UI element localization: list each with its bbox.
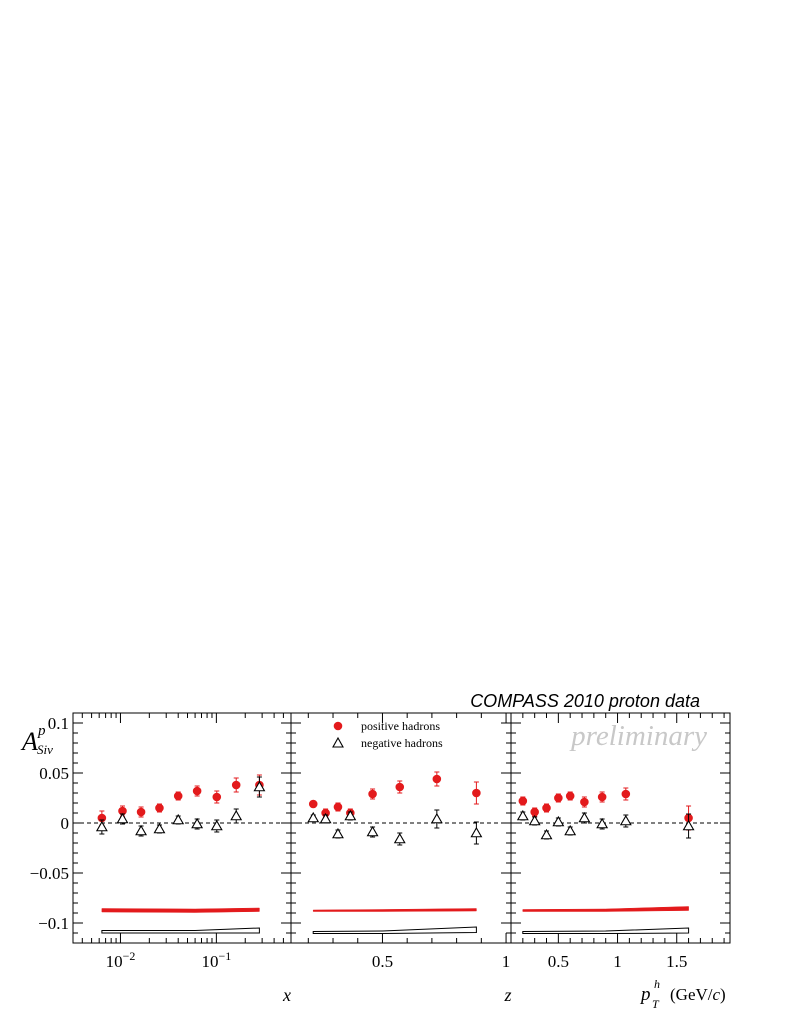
data-point-negative bbox=[596, 817, 609, 829]
systematic-band-positive bbox=[101, 907, 260, 913]
systematic-band-positive bbox=[312, 908, 477, 912]
x-tick-label: 0.5 bbox=[372, 952, 393, 971]
data-point-negative bbox=[393, 832, 406, 844]
data-point-negative bbox=[578, 811, 591, 823]
data-point-negative bbox=[116, 812, 129, 824]
data-point-negative bbox=[253, 780, 266, 792]
y-tick-label: 0 bbox=[61, 814, 70, 833]
data-point-negative bbox=[564, 824, 577, 836]
data-point-negative bbox=[516, 809, 529, 821]
y-tick-label: −0.1 bbox=[38, 914, 69, 933]
preliminary-watermark: preliminary bbox=[569, 720, 707, 752]
y-axis-label-sub: Siv bbox=[37, 742, 53, 757]
data-point-positive bbox=[333, 802, 343, 812]
data-point-positive bbox=[136, 807, 146, 817]
legend-marker-negative bbox=[332, 736, 344, 748]
panel-frame bbox=[510, 712, 731, 944]
panel-x: 0.1 0.05 0 −0.05 −0.1 10−2 10−1 x bbox=[30, 712, 292, 1005]
y-tick-label: 0.1 bbox=[48, 714, 69, 733]
data-point-positive bbox=[518, 796, 528, 806]
x-axis-label: p hT (GeV/c) bbox=[639, 977, 726, 1011]
x-axis-label-p: p bbox=[639, 984, 651, 1005]
data-point-positive bbox=[192, 786, 202, 796]
x-axis-label-unit: (GeV/c) bbox=[670, 985, 726, 1004]
data-point-negative bbox=[307, 811, 320, 823]
x-tick-label: 10−1 bbox=[201, 949, 231, 971]
legend-label: positive hadrons bbox=[361, 719, 440, 733]
systematic-band-negative bbox=[522, 927, 690, 934]
x-axis-label: x bbox=[282, 985, 291, 1005]
data-point-positive bbox=[118, 806, 127, 816]
x-axis-label-sup: h bbox=[654, 977, 660, 991]
panel-pt: 0.5 1 1.5 p hT (GeV/c) preliminary bbox=[510, 712, 731, 1011]
data-point-negative bbox=[153, 822, 166, 834]
data-point-negative bbox=[430, 812, 443, 824]
data-point-negative bbox=[210, 819, 223, 831]
legend-label: negative hadrons bbox=[361, 736, 443, 750]
y-tick-label: −0.05 bbox=[30, 864, 69, 883]
panels-group: 0.1 0.05 0 −0.05 −0.1 10−2 10−1 x 0.5 1 z positive … bbox=[30, 712, 731, 1011]
data-point-negative bbox=[344, 809, 357, 821]
data-point-positive bbox=[580, 797, 589, 807]
data-point-negative bbox=[135, 824, 148, 836]
x-tick-label: 1 bbox=[613, 952, 622, 971]
data-point-positive bbox=[542, 803, 551, 813]
data-point-negative bbox=[172, 813, 185, 825]
legend-marker-positive bbox=[333, 721, 343, 731]
data-point-positive bbox=[530, 807, 539, 817]
legend: positive hadrons negative hadrons bbox=[332, 719, 443, 750]
data-point-negative bbox=[682, 819, 695, 831]
data-point-positive bbox=[395, 782, 405, 792]
y-axis-label-main: A bbox=[20, 727, 38, 756]
x-axis-label: z bbox=[503, 985, 511, 1005]
systematic-band-positive bbox=[522, 906, 689, 912]
data-point-negative bbox=[95, 820, 108, 832]
data-point-positive bbox=[155, 803, 164, 813]
data-point-negative bbox=[619, 814, 632, 826]
y-axis-label-sup: p bbox=[37, 723, 46, 739]
data-point-negative bbox=[470, 826, 483, 838]
data-point-positive bbox=[212, 792, 222, 802]
data-point-positive bbox=[554, 793, 563, 803]
x-axis-label-sub: T bbox=[652, 997, 660, 1011]
data-point-negative bbox=[230, 809, 243, 821]
data-point-negative bbox=[319, 812, 332, 824]
data-point-positive bbox=[368, 789, 377, 799]
data-point-negative bbox=[552, 815, 565, 827]
data-point-negative bbox=[366, 825, 379, 837]
data-point-positive bbox=[308, 799, 318, 809]
data-point-negative bbox=[332, 827, 344, 839]
systematic-band-negative bbox=[312, 926, 477, 934]
data-point-positive bbox=[432, 774, 442, 784]
x-tick-label: 1.5 bbox=[666, 952, 687, 971]
y-tick-label: 0.05 bbox=[39, 764, 69, 783]
data-point-positive bbox=[231, 780, 241, 790]
systematic-band-negative bbox=[101, 927, 260, 934]
x-tick-label: 0.5 bbox=[548, 952, 569, 971]
figure-title: COMPASS 2010 proton data bbox=[470, 691, 700, 711]
data-point-positive bbox=[472, 788, 481, 798]
data-point-negative bbox=[528, 814, 541, 826]
data-point-positive bbox=[565, 791, 575, 801]
y-axis-label: A p Siv bbox=[20, 723, 53, 757]
x-tick-label: 10−2 bbox=[106, 949, 136, 971]
data-point-negative bbox=[540, 828, 553, 840]
data-point-positive bbox=[597, 792, 607, 802]
data-point-positive bbox=[173, 791, 183, 801]
x-tick-label: 1 bbox=[502, 952, 511, 971]
data-point-positive bbox=[621, 789, 631, 799]
data-point-negative bbox=[191, 817, 204, 829]
panel-z: 0.5 1 z positive hadrons negative hadrons bbox=[290, 712, 512, 1005]
